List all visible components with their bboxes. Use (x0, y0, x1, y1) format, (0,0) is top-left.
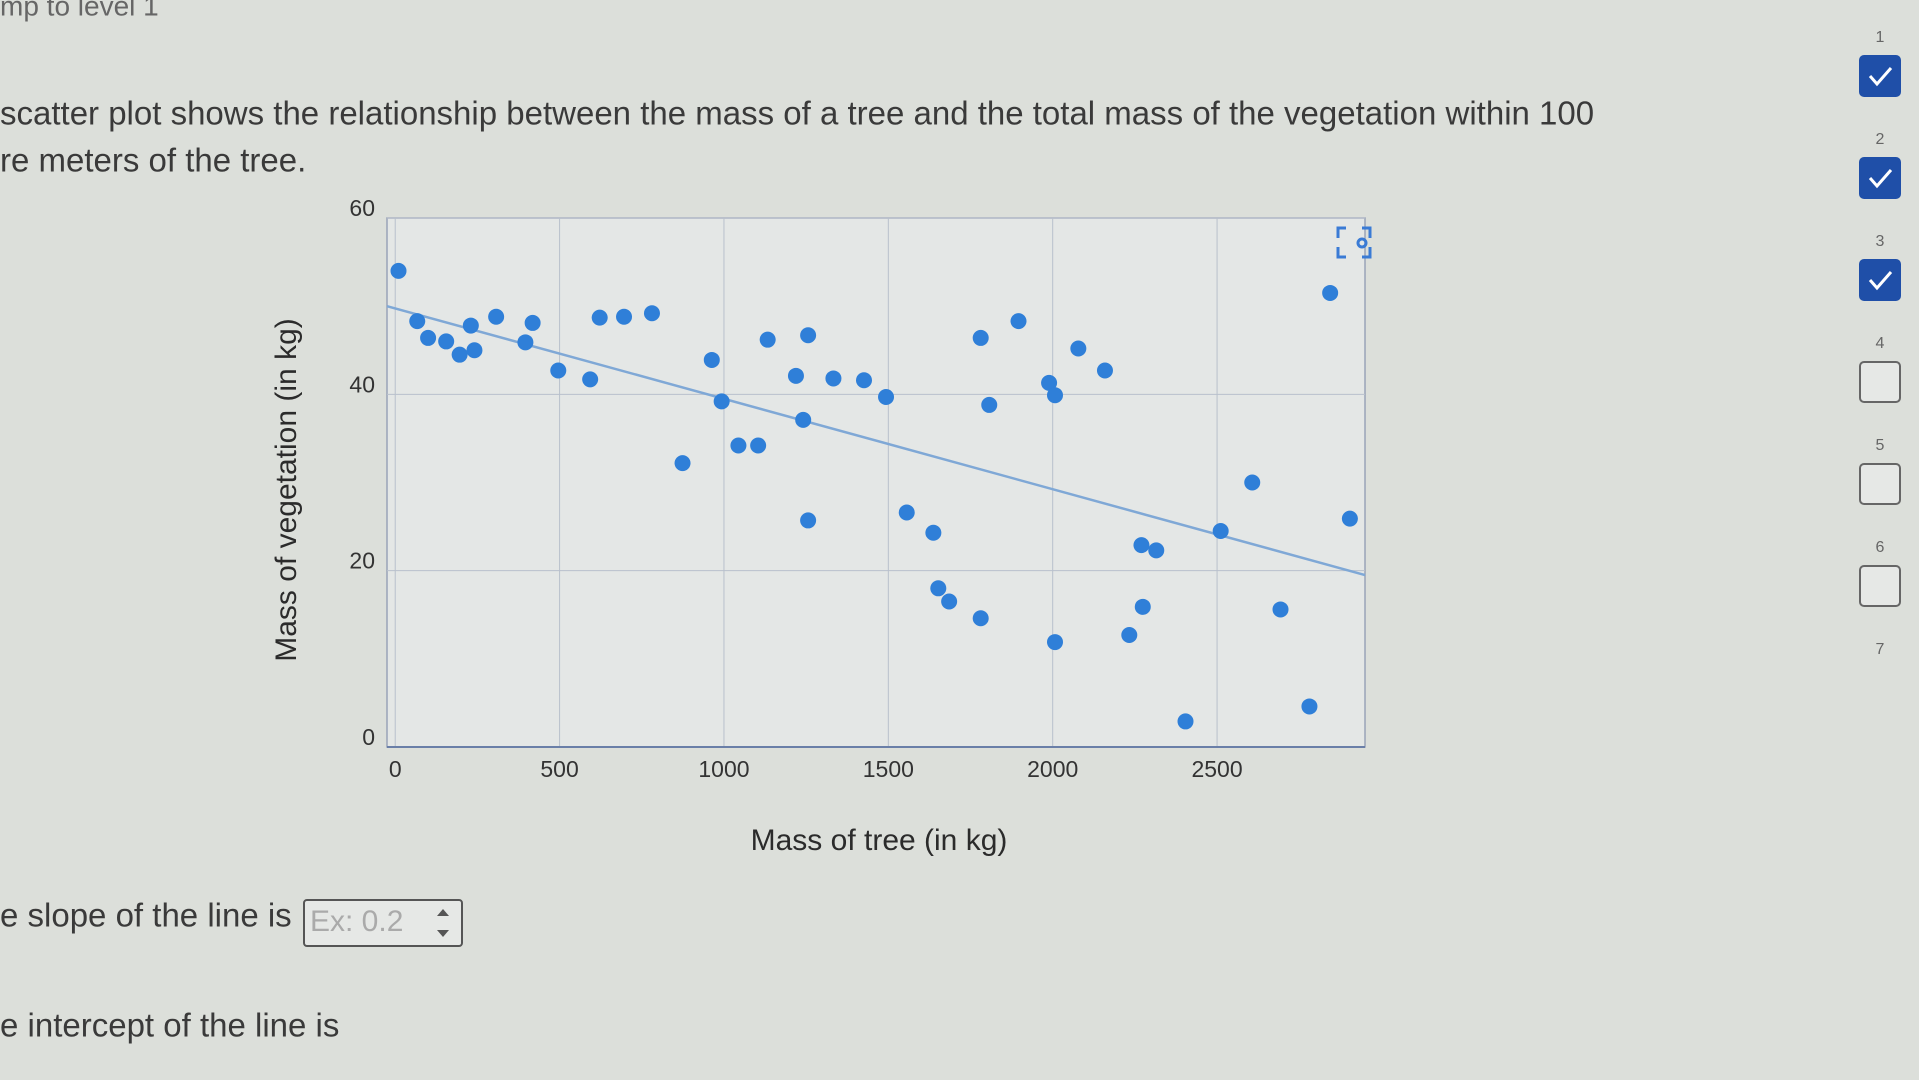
y-tick-label: 60 (349, 195, 375, 221)
data-point (1301, 698, 1318, 715)
x-tick-label: 1500 (863, 756, 914, 782)
data-point (1070, 340, 1087, 357)
data-point (795, 411, 812, 428)
data-point (1212, 522, 1229, 539)
data-point (981, 396, 998, 413)
data-point (524, 314, 541, 331)
data-point (517, 334, 534, 351)
data-point (1010, 313, 1027, 330)
check-mark (1868, 169, 1893, 189)
data-point (1148, 542, 1165, 559)
data-point (972, 329, 989, 346)
data-point (930, 580, 947, 597)
y-tick-label: 40 (349, 371, 375, 397)
step-number: 1 (1876, 29, 1885, 46)
data-point (616, 308, 633, 325)
data-point (878, 388, 895, 405)
data-point (941, 593, 958, 610)
data-point (800, 327, 817, 344)
y-tick-label: 20 (349, 548, 375, 574)
data-point (750, 437, 767, 454)
data-point (643, 305, 660, 322)
step-checkbox[interactable] (1859, 55, 1901, 97)
data-point (582, 371, 599, 388)
data-point (825, 370, 842, 387)
data-point (451, 346, 468, 363)
data-point (800, 512, 817, 529)
data-point (1046, 634, 1063, 651)
data-point (488, 308, 505, 325)
data-point (1121, 627, 1138, 644)
data-point (730, 437, 747, 454)
data-point (438, 333, 455, 350)
data-point (462, 317, 479, 334)
expand-icon[interactable] (1336, 226, 1372, 259)
step-checkbox[interactable] (1859, 565, 1901, 607)
data-point (420, 329, 437, 346)
data-point (390, 262, 407, 279)
x-tick-label: 0 (389, 756, 402, 782)
data-point (925, 524, 942, 541)
data-point (972, 610, 989, 627)
step-number: 7 (1876, 641, 1885, 658)
check-mark (1868, 271, 1893, 291)
step-checkbox[interactable] (1859, 259, 1901, 301)
x-tick-label: 2000 (1027, 756, 1078, 782)
plot-area (386, 217, 1366, 748)
question-line: re meters of the tree. (0, 142, 306, 179)
question-line: scatter plot shows the relationship betw… (0, 95, 1594, 132)
step-checkbox[interactable] (1859, 157, 1901, 199)
y-axis-label: Mass of vegetation (in kg) (270, 318, 303, 662)
data-point (713, 393, 730, 410)
step-number: 2 (1876, 131, 1885, 148)
x-tick-label: 2500 (1191, 756, 1242, 782)
step-number: 5 (1876, 437, 1885, 454)
step-number: 4 (1876, 335, 1885, 352)
check-mark (1868, 67, 1893, 87)
data-point (759, 331, 776, 348)
data-point (550, 362, 567, 379)
y-tick-label: 0 (362, 724, 375, 750)
intercept-prompt: e intercept of the line is (0, 1007, 339, 1044)
data-point (1244, 474, 1261, 491)
spinner[interactable] (437, 909, 449, 937)
slope-input[interactable] (303, 899, 463, 947)
x-tick-label: 500 (540, 756, 578, 782)
data-point (1134, 598, 1151, 615)
data-point (674, 455, 691, 472)
data-point (466, 342, 483, 359)
data-point (591, 309, 608, 326)
x-tick-label: 1000 (698, 756, 749, 782)
slope-placeholder: Ex: 0.2 (310, 905, 403, 938)
data-point (856, 372, 873, 389)
data-point (1272, 601, 1289, 618)
step-number: 3 (1876, 233, 1885, 250)
slope-prompt: e slope of the line is (0, 897, 292, 934)
data-point (703, 351, 720, 368)
data-point (787, 367, 804, 384)
data-point (898, 504, 915, 521)
level-link[interactable]: mp to level 1 (0, 0, 159, 21)
step-checkbox[interactable] (1859, 361, 1901, 403)
data-point (1322, 284, 1339, 301)
data-point (1041, 374, 1058, 391)
x-axis-label: Mass of tree (in kg) (751, 824, 1008, 857)
data-point (1177, 713, 1194, 730)
data-point (1046, 387, 1063, 404)
data-point (409, 313, 426, 330)
step-number: 6 (1876, 539, 1885, 556)
trend-line (386, 304, 1366, 577)
data-point (1341, 510, 1358, 527)
data-point (1096, 362, 1113, 379)
step-checkbox[interactable] (1859, 463, 1901, 505)
data-point (1133, 537, 1150, 554)
